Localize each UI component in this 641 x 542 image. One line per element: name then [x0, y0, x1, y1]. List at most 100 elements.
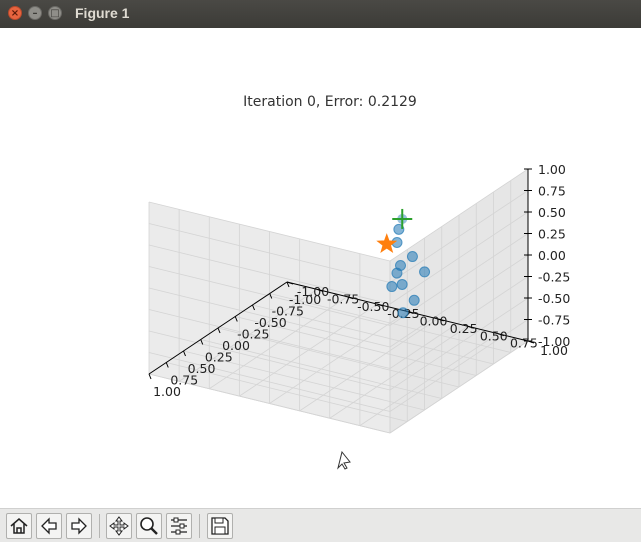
x-tick-mark: [200, 339, 204, 345]
x-tick-mark: [286, 281, 290, 288]
save-button[interactable]: [207, 513, 233, 539]
data-marks: [376, 208, 431, 319]
x-tick-label: -0.50: [254, 315, 286, 330]
y-tick-label: 1.00: [540, 343, 568, 358]
grid-line: [389, 254, 529, 348]
minimize-icon: –: [32, 8, 38, 19]
window-close-button[interactable]: ×: [8, 6, 22, 20]
y-tick-label: -0.50: [357, 299, 389, 314]
y-tick-label: 0.75: [510, 336, 538, 351]
y-tick-label: -1.00: [297, 284, 329, 299]
y-tick-mark: [407, 311, 414, 314]
window-maximize-button[interactable]: □: [48, 6, 62, 20]
y-tick-mark: [286, 281, 294, 285]
zoom-button[interactable]: [136, 513, 162, 539]
z-tick-label: -0.50: [538, 291, 570, 306]
z-tick-label: 0.75: [538, 184, 566, 199]
z-tick-label: 1.00: [538, 162, 566, 177]
toolbar-separator: [199, 514, 200, 538]
grid-line: [183, 350, 425, 411]
move-icon: [109, 516, 129, 536]
navigation-toolbar: [0, 508, 641, 542]
x-tick-label: 1.00: [153, 384, 181, 399]
figure-canvas[interactable]: Iteration 0, Error: 0.2129 -1.00 -1.00 -1.…: [0, 28, 641, 508]
grid-line: [148, 244, 391, 305]
x-tick-mark: [148, 373, 152, 380]
y-tick-label: -0.75: [327, 291, 359, 306]
x-tick-mark: [252, 304, 255, 311]
x-tick-label: 0.50: [188, 361, 216, 376]
y-tick-mark: [467, 325, 474, 329]
data-point: [386, 281, 398, 293]
data-point: [395, 260, 406, 271]
grid-line: [148, 373, 391, 434]
pan-button[interactable]: [106, 513, 132, 539]
x-tick-mark: [234, 316, 238, 322]
mouse-cursor-icon: [337, 450, 351, 470]
grid-line: [269, 311, 408, 404]
chart-title: Iteration 0, Error: 0.2129: [243, 94, 417, 110]
data-point: [419, 266, 431, 278]
grid-line: [166, 362, 408, 422]
x-tick-label: 0.75: [170, 373, 198, 388]
x-tick-label: -0.75: [272, 304, 304, 319]
configure-subplots-button[interactable]: [166, 513, 192, 539]
x-tick-mark: [269, 293, 273, 299]
home-button[interactable]: [6, 513, 32, 539]
toolbar-separator: [99, 514, 100, 538]
star-marker: [376, 233, 398, 253]
grid-line: [299, 318, 438, 412]
data-point: [396, 278, 408, 290]
y-tick-label: 0.00: [420, 314, 448, 329]
grid-line: [148, 287, 391, 348]
x-tick-label: -0.25: [237, 327, 269, 342]
y-tick-mark: [527, 340, 535, 344]
grid-line: [389, 233, 529, 326]
data-point: [406, 251, 418, 263]
magnifier-icon: [140, 517, 158, 535]
grid-line: [359, 333, 499, 426]
z-tick-label: -0.25: [538, 270, 570, 285]
y-tick-mark: [316, 288, 324, 292]
close-icon: ×: [10, 8, 20, 19]
grid-line: [148, 223, 391, 283]
data-point: [408, 294, 420, 306]
maximize-icon: □: [50, 8, 60, 19]
x-tick-label: -1.00: [289, 292, 321, 307]
grid-line: [389, 190, 529, 283]
window-minimize-button[interactable]: –: [28, 6, 42, 20]
window-title: Figure 1: [75, 5, 130, 21]
grid-line: [389, 340, 529, 434]
back-button[interactable]: [36, 513, 62, 539]
z-tick-label: 0.00: [538, 248, 566, 263]
y-tick-label: 0.50: [480, 328, 508, 343]
z-tick-label: -0.75: [538, 313, 570, 328]
y-tick-mark: [437, 318, 444, 322]
y-tick-mark: [347, 296, 354, 300]
x-tick-mark: [165, 362, 169, 368]
x-tick-mark: [217, 327, 221, 334]
window-titlebar: × – □ Figure 1: [0, 0, 641, 28]
home-icon: [10, 518, 28, 534]
arrow-right-icon: [71, 517, 87, 535]
arrow-left-icon: [41, 517, 57, 535]
x-tick-label: 0.00: [222, 338, 250, 353]
y-tick-label: 0.25: [450, 321, 478, 336]
x-tick-label: 0.25: [205, 350, 233, 365]
x-tick-mark: [183, 350, 186, 357]
y-tick-mark: [377, 303, 384, 307]
plot-3d[interactable]: Iteration 0, Error: 0.2129 -1.00-1.00-1.…: [0, 28, 641, 508]
grid-line: [389, 168, 529, 262]
grid-line: [329, 325, 468, 419]
floppy-disk-icon: [211, 517, 229, 535]
forward-button[interactable]: [66, 513, 92, 539]
z-tick-label: -1.00: [538, 334, 570, 349]
data-point: [397, 307, 409, 319]
z-tick-label: 0.25: [538, 227, 566, 242]
tick-labels: -1.00-1.00-1.00-0.75-0.75-0.75-0.50-0.50…: [148, 162, 570, 399]
grid-line: [148, 266, 391, 326]
y-tick-mark: [497, 333, 505, 337]
sliders-icon: [171, 517, 187, 535]
grid-line: [148, 201, 391, 262]
z-tick-label: 0.50: [538, 205, 566, 220]
